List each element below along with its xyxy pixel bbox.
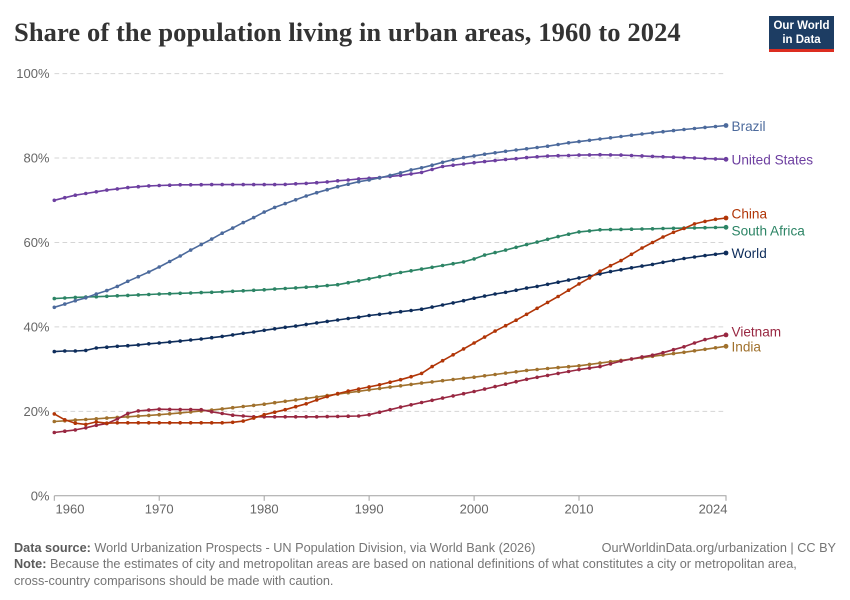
svg-text:Brazil: Brazil — [732, 119, 766, 134]
svg-text:India: India — [732, 339, 762, 354]
svg-text:1960: 1960 — [56, 502, 85, 517]
svg-text:2010: 2010 — [565, 502, 594, 517]
svg-text:1980: 1980 — [250, 502, 279, 517]
svg-text:United States: United States — [732, 152, 814, 167]
svg-text:2024: 2024 — [699, 502, 728, 517]
svg-text:100%: 100% — [16, 66, 50, 81]
svg-text:20%: 20% — [23, 404, 49, 419]
svg-text:80%: 80% — [23, 151, 49, 166]
svg-text:0%: 0% — [31, 488, 50, 503]
svg-text:1970: 1970 — [145, 502, 174, 517]
svg-text:60%: 60% — [23, 235, 49, 250]
svg-text:1990: 1990 — [355, 502, 384, 517]
svg-text:Vietnam: Vietnam — [732, 324, 782, 339]
svg-text:World: World — [732, 246, 767, 261]
svg-text:2000: 2000 — [460, 502, 489, 517]
svg-text:South Africa: South Africa — [732, 224, 806, 239]
svg-text:China: China — [732, 207, 768, 222]
svg-text:40%: 40% — [23, 319, 49, 334]
